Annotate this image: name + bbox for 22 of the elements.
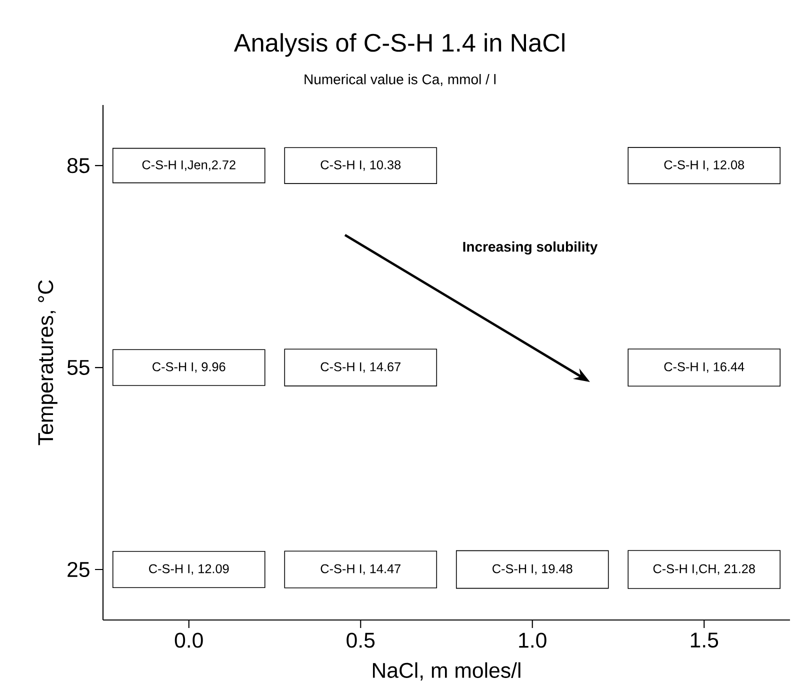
data-label: C-S-H I, 12.08 [664,160,744,171]
y-tick-label: 25 [68,562,90,578]
y-tick-label: 85 [67,158,90,174]
data-label: C-S-H I, 14.47 [320,564,400,575]
annotation: Increasing solubility [463,241,598,255]
data-label: C-S-H I, 16.44 [664,362,744,373]
data-label: C-S-H I, 12.09 [149,564,229,575]
x-tick-label: 0.5 [346,632,375,648]
x-tick-label: 0.0 [174,632,203,648]
y-tick-label: 55 [67,360,90,376]
chart-title: Analysis of C-S-H 1.4 in NaCl [234,33,564,57]
data-label: C-S-H I, 10.38 [320,160,401,171]
data-label: C-S-H I, 19.48 [492,564,572,575]
data-label: C-S-H I,CH, 21.28 [653,564,755,575]
x-tick-label: 1.5 [690,632,718,648]
x-tick-label: 1.0 [519,632,546,648]
chart-subtitle: Numerical value is Ca, mmol / l [304,74,496,86]
data-label: C-S-H I, 14.67 [320,362,400,373]
data-label: C-S-H I,Jen,2.72 [142,160,236,171]
x-axis-title: NaCl, m moles/l [372,662,520,680]
data-label: C-S-H I, 9.96 [152,362,226,373]
y-axis-title: Temperatures, °C [38,280,58,446]
